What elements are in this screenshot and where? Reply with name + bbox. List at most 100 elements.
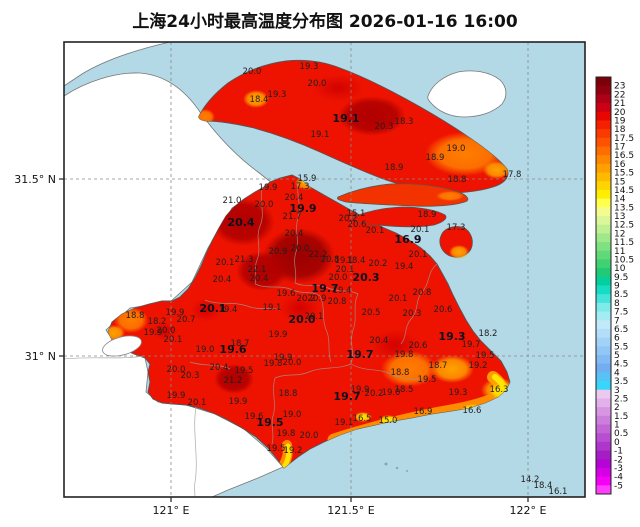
temp-label: 19.5 (256, 416, 283, 429)
colorbar-segment (596, 163, 611, 173)
dianshan-lake (102, 335, 142, 357)
temp-label: 18.8 (391, 368, 410, 378)
colorbar-label: 7.5 (614, 308, 628, 318)
temp-label: 20.4 (213, 275, 232, 285)
temp-label: 20.0 (243, 67, 262, 77)
temp-label: 18.7 (429, 361, 448, 371)
colorbar-segment (596, 285, 611, 295)
colorbar-label: 22 (614, 90, 625, 100)
colorbar-segment (596, 85, 611, 95)
temp-label: 20.1 (389, 294, 408, 304)
colorbar-segment (596, 433, 611, 443)
temp-label: 19.9 (144, 328, 163, 338)
colorbar-segment (596, 459, 611, 469)
colorbar-segment (596, 250, 611, 260)
colorbar-label: -1 (614, 447, 623, 457)
colorbar-segment (596, 398, 611, 408)
temp-label: 20.1 (164, 335, 183, 345)
colorbar-segment (596, 415, 611, 425)
colorbar-label: 14.5 (614, 186, 634, 196)
temp-label: 20.8 (328, 297, 347, 307)
colorbar-segment (596, 155, 611, 165)
colorbar-segment (596, 94, 611, 104)
colorbar-segment (596, 346, 611, 356)
temp-label: 18.8 (448, 175, 467, 185)
temp-label: 19.6 (245, 412, 264, 422)
temp-label: 19.8 (264, 359, 283, 369)
temp-label: 20.2 (365, 389, 384, 399)
colorbar-segment (596, 129, 611, 139)
temp-label: 18.9 (385, 163, 404, 173)
temp-label: 20.0 (157, 326, 176, 336)
colorbar-label: 20 (614, 108, 626, 118)
temp-label: 18.4 (347, 256, 366, 266)
colorbar: 23222120191817.51716.51615.51514.51413.5… (595, 76, 634, 495)
gridlines (64, 42, 585, 497)
temp-label: 20.6 (434, 305, 453, 315)
colorbar-label: 8.5 (614, 290, 628, 300)
colorbar-segment (596, 103, 611, 113)
temp-label: 20.0 (329, 273, 348, 283)
temp-label: 18.7 (231, 339, 250, 349)
colorbar-segment (596, 355, 611, 365)
temp-label: 17.3 (447, 223, 466, 233)
colorbar-label: 12 (614, 229, 625, 239)
colorbar-label: -5 (614, 481, 623, 491)
temp-label: 20.1 (409, 250, 428, 260)
colorbar-label: 7 (614, 316, 620, 326)
temp-label: 19.1 (263, 303, 282, 313)
temp-label: 19.0 (382, 388, 401, 398)
temp-label: 20.0 (300, 431, 319, 441)
qidong-land-island (427, 70, 507, 118)
temp-label: 19.5 (418, 375, 437, 385)
temp-label: 21.7 (283, 212, 302, 222)
temp-label: 20.3 (375, 122, 394, 132)
small-islets (384, 462, 408, 472)
temp-label: 20.0 (308, 79, 327, 89)
temp-label: 19.6 (219, 343, 246, 356)
colorbar-label: 8 (614, 299, 620, 309)
temp-label: 20.1 (366, 226, 385, 236)
temp-label: 20.0 (291, 244, 310, 254)
temp-label: 14.2 (521, 475, 540, 485)
colorbar-label: 3 (614, 386, 620, 396)
temp-label: 20.0 (167, 365, 186, 375)
map-frame (63, 41, 586, 498)
lon-axis-label: 121.5° E (327, 504, 374, 517)
colorbar-segment (596, 363, 611, 373)
lon-axis-label: 121° E (153, 504, 190, 517)
colorbar-label: 2.5 (614, 394, 628, 404)
changxing-island (337, 183, 469, 207)
temp-label: 19.4 (395, 262, 414, 272)
colorbar-label: 11 (614, 247, 625, 257)
temp-label: 19.5 (476, 351, 495, 361)
district-boundaries (189, 179, 438, 445)
colorbar-label: 18 (614, 125, 626, 135)
colorbar-segment (596, 224, 611, 234)
colorbar-segment (596, 476, 611, 486)
colorbar-segment (596, 259, 611, 269)
temp-label: 19.7 (462, 340, 481, 350)
temp-label: 20.1 (305, 312, 324, 322)
colorbar-segment (596, 381, 611, 391)
temp-label: 19.1 (335, 418, 354, 428)
colorbar-label: 23 (614, 82, 625, 92)
temp-label: 21.0 (223, 196, 242, 206)
temp-label: 20.0 (288, 313, 315, 326)
temp-label: 20.1 (216, 258, 235, 268)
temp-label: 15.9 (298, 174, 317, 184)
colorbar-segment (596, 467, 611, 478)
temp-label: 19.4 (219, 305, 238, 315)
temp-label: 19.5 (267, 444, 286, 454)
temp-label: 22.2 (309, 250, 328, 260)
temp-label: 20.2 (297, 294, 316, 304)
temp-label: 19.0 (196, 345, 215, 355)
temp-label: 19.3 (268, 90, 287, 100)
colorbar-segment (596, 268, 611, 278)
colorbar-label: 15.5 (614, 169, 634, 179)
colorbar-label: 13.5 (614, 203, 634, 213)
colorbar-segment (596, 276, 611, 286)
colorbar-label: 21 (614, 99, 625, 109)
temp-label: 22.1 (248, 265, 267, 275)
